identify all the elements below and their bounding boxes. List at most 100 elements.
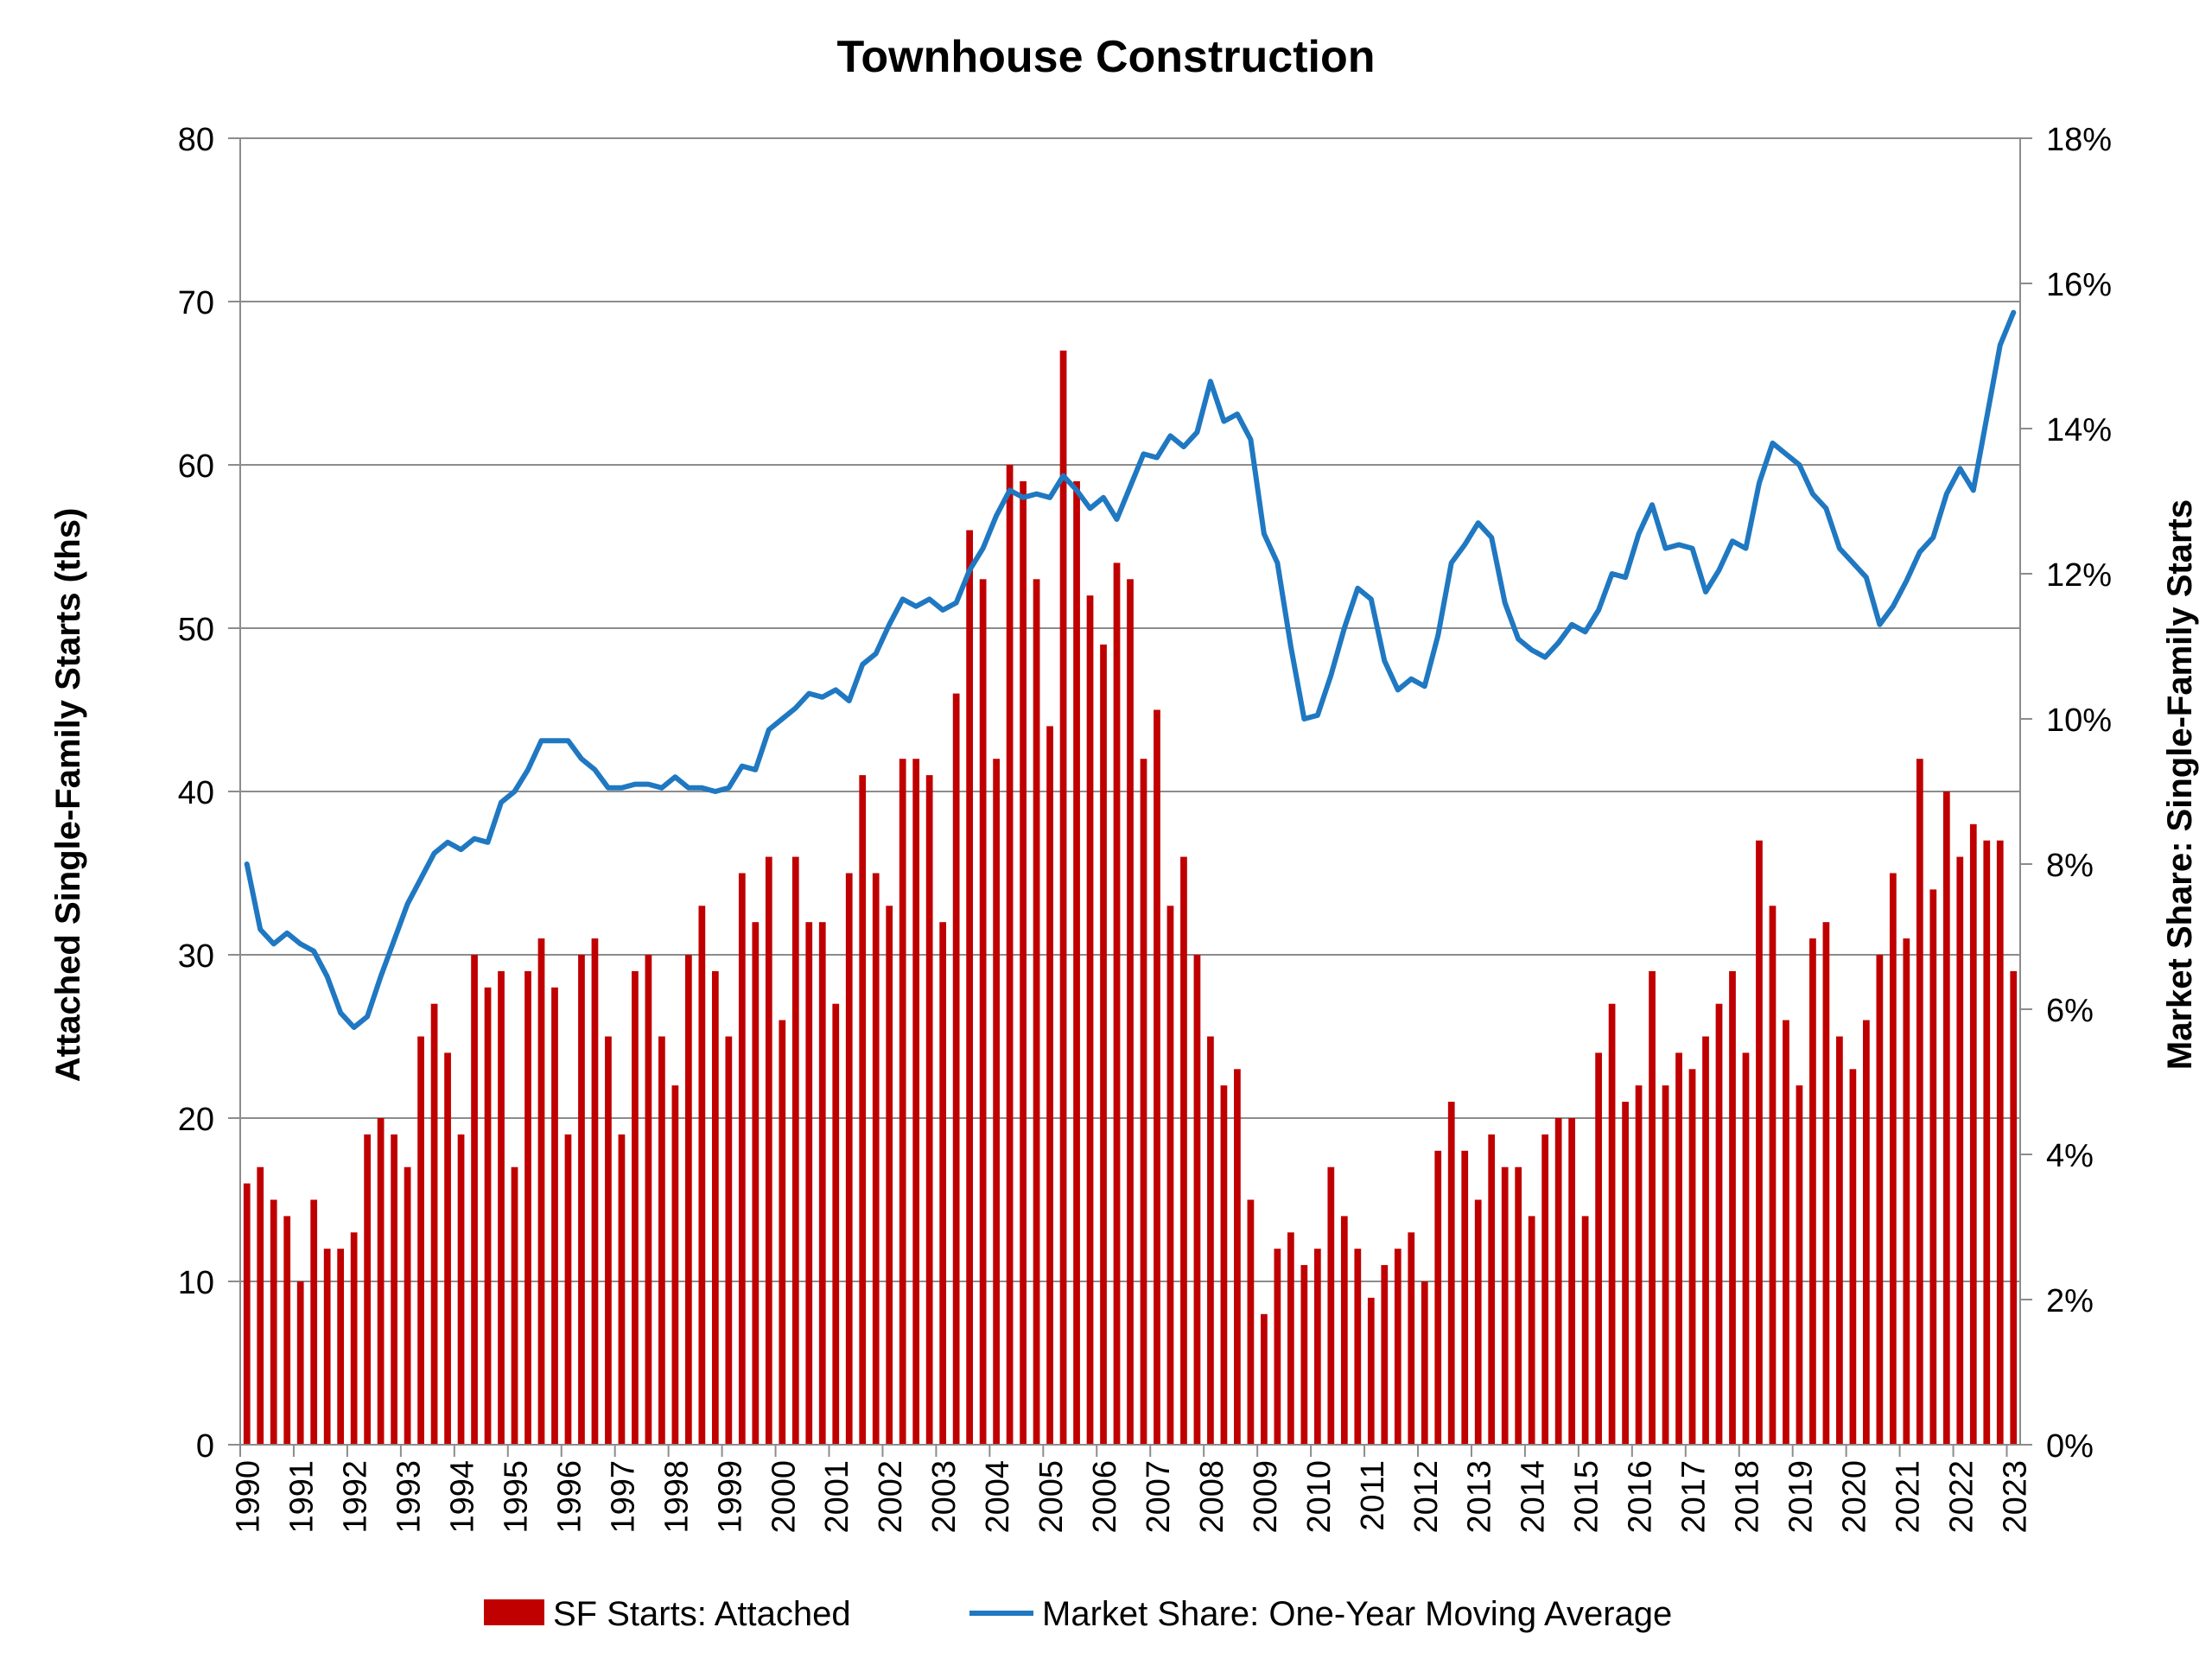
- y-tick-label-left: 0: [196, 1428, 214, 1465]
- bar: [270, 1199, 277, 1445]
- bar: [765, 856, 772, 1445]
- bar: [912, 759, 920, 1445]
- bar: [1996, 840, 2004, 1445]
- x-tick-label: 2015: [1569, 1460, 1605, 1534]
- x-tick-label: 2013: [1462, 1460, 1498, 1534]
- x-tick-label: 2007: [1141, 1460, 1177, 1534]
- x-tick-label: 1994: [445, 1460, 481, 1534]
- y-tick-label-left: 70: [178, 285, 214, 321]
- bar-series-attached-starts: [243, 350, 2018, 1446]
- bar: [1287, 1232, 1294, 1445]
- bar: [498, 970, 505, 1445]
- bar: [391, 1134, 397, 1445]
- bar: [1554, 1118, 1562, 1445]
- bar: [591, 938, 599, 1445]
- bar: [1367, 1297, 1375, 1445]
- bar: [1488, 1134, 1496, 1445]
- bar: [1903, 938, 1910, 1445]
- bar: [791, 856, 799, 1445]
- bar: [296, 1281, 304, 1445]
- bar: [1729, 970, 1736, 1445]
- bar: [511, 1166, 518, 1445]
- y-tick-label-right: 0%: [2046, 1428, 2094, 1465]
- x-tick-label: 2018: [1730, 1460, 1766, 1534]
- x-tick-label: 2002: [873, 1460, 909, 1534]
- bar: [430, 1003, 438, 1445]
- bar: [551, 987, 558, 1445]
- bar: [1033, 579, 1040, 1445]
- x-tick-label: 1996: [552, 1460, 588, 1534]
- legend-label-line: Market Share: One-Year Moving Average: [1042, 1595, 1672, 1633]
- bar: [1261, 1313, 1268, 1445]
- y-tick-label-right: 2%: [2046, 1283, 2094, 1319]
- bar: [925, 775, 933, 1445]
- x-tick-label: 2006: [1087, 1460, 1123, 1534]
- x-tick-label: 1998: [658, 1460, 695, 1534]
- y-tick-label-right: 12%: [2046, 557, 2112, 594]
- bar: [1889, 873, 1897, 1445]
- axes: [228, 137, 2032, 1457]
- y-tick-label-left: 20: [178, 1102, 214, 1138]
- bar: [605, 1036, 612, 1445]
- bar: [1942, 791, 1950, 1445]
- bar: [832, 1003, 840, 1445]
- bar: [1715, 1003, 1723, 1445]
- y-tick-label-left: 40: [178, 775, 214, 811]
- bar: [1983, 840, 1991, 1445]
- bar: [886, 906, 893, 1445]
- y-tick-label-right: 4%: [2046, 1138, 2094, 1174]
- bar: [752, 922, 760, 1445]
- x-tick-label: 2022: [1943, 1460, 1980, 1534]
- bar: [1340, 1216, 1348, 1445]
- chart-title: Townhouse Construction: [836, 32, 1376, 82]
- bar: [404, 1166, 411, 1445]
- bar: [979, 579, 987, 1445]
- bar: [1127, 579, 1134, 1445]
- x-tick-label: 2003: [926, 1460, 963, 1534]
- y-tick-label-right: 6%: [2046, 993, 2094, 1029]
- y-tick-label-right: 14%: [2046, 412, 2112, 448]
- bar: [698, 906, 706, 1445]
- x-tick-label: 2009: [1248, 1460, 1284, 1534]
- bar: [1742, 1052, 1750, 1445]
- bar: [484, 987, 492, 1445]
- bar: [1568, 1118, 1575, 1445]
- x-tick-label: 1999: [712, 1460, 748, 1534]
- bar: [1809, 938, 1816, 1445]
- bar: [1635, 1085, 1643, 1445]
- bar: [632, 970, 639, 1445]
- x-tick-label: 1993: [391, 1460, 428, 1534]
- x-tick-label: 2001: [819, 1460, 855, 1534]
- bar: [1354, 1249, 1362, 1445]
- bar: [2010, 970, 2018, 1445]
- x-tick-label: 2020: [1836, 1460, 1872, 1534]
- bar: [1113, 563, 1121, 1445]
- bar: [377, 1118, 385, 1445]
- x-tick-label: 2008: [1194, 1460, 1230, 1534]
- tick-labels: 0 10 20 30 40 50 60 70 80 0% 2% 4% 6% 8% 10% 12% 14% 16% 1…: [178, 122, 2112, 1534]
- y-tick-label-left: 60: [178, 448, 214, 485]
- bar: [1421, 1281, 1428, 1445]
- bar: [1702, 1036, 1709, 1445]
- bar: [1849, 1069, 1857, 1445]
- bar: [1086, 595, 1094, 1445]
- bar: [1247, 1199, 1255, 1445]
- bar: [1863, 1020, 1870, 1445]
- x-tick-label: 1992: [338, 1460, 374, 1534]
- bar: [1234, 1069, 1241, 1445]
- bar: [725, 1036, 733, 1445]
- y-tick-label-left: 50: [178, 612, 214, 648]
- y-tick-label-right: 8%: [2046, 848, 2094, 884]
- bar: [993, 759, 1000, 1445]
- x-tick-label: 2019: [1783, 1460, 1819, 1534]
- y-tick-label-left: 30: [178, 938, 214, 975]
- bar: [1313, 1249, 1321, 1445]
- bar: [1822, 922, 1830, 1445]
- x-tick-label: 1991: [284, 1460, 321, 1534]
- bar: [1769, 906, 1777, 1445]
- bar: [1969, 823, 1977, 1445]
- bar: [1381, 1265, 1389, 1445]
- bar: [1622, 1102, 1629, 1445]
- bar: [364, 1134, 372, 1445]
